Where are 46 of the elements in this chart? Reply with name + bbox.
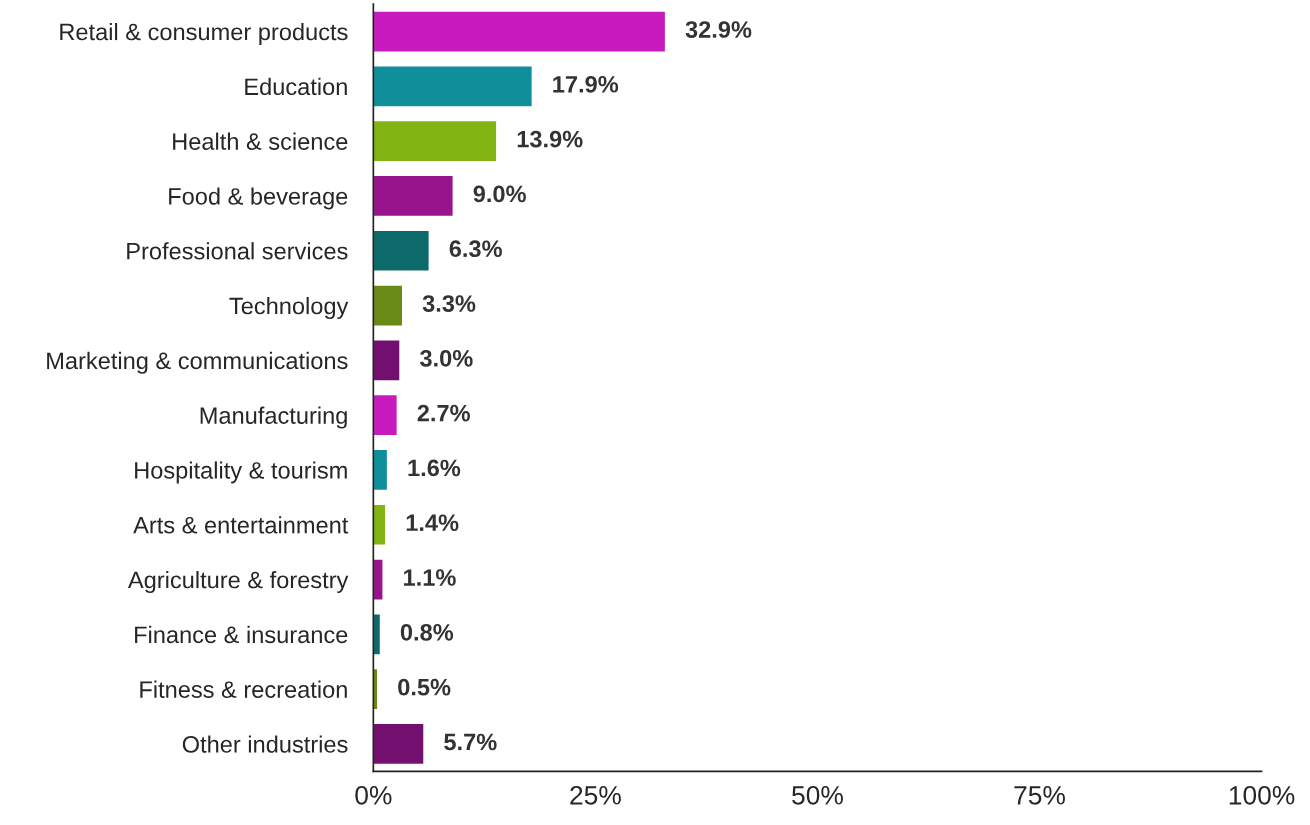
bar [373,10,667,53]
bar [373,448,389,492]
bar [373,284,404,327]
bar [373,503,387,547]
y-tick-label: Retail & consumer products [60,22,348,45]
y-tick-label: Health & science [173,132,348,150]
y-tick-label: Hospitality & tourism [135,461,347,484]
data-label: 6.3% [449,240,502,258]
data-label: 32.9% [685,21,752,38]
data-label: 0.8% [400,623,454,641]
x-tick-label: 0% [355,785,392,805]
y-tick-label: Fitness & recreation [140,680,347,698]
bar [373,65,534,108]
data-label: 1.4% [406,514,459,532]
bar [373,339,401,382]
y-tick-label: Other industries [182,735,348,753]
y-tick-label: Food & beverage [169,187,348,210]
y-tick-label: Technology [229,296,349,319]
bar [373,722,425,766]
y-tick-label: Professional services [127,242,348,260]
x-tick-label: 50% [792,785,843,805]
y-tick-label: Agriculture & forestry [127,571,349,594]
x-tick-label: 75% [1014,786,1065,805]
data-label: 13.9% [517,130,583,148]
y-tick-label: Marketing & communications [47,351,348,374]
bar [373,119,498,163]
bar [373,558,384,601]
x-tick-label: 25% [570,785,621,805]
data-label: 1.1% [404,569,456,586]
x-tick-label: 100% [1229,785,1295,805]
data-label: 3.3% [422,295,476,312]
bar [373,229,431,272]
data-label: 9.0% [473,185,526,203]
data-label: 5.7% [444,733,497,751]
bar [373,613,382,656]
data-label: 17.9% [553,75,619,93]
data-label: 3.0% [419,349,473,367]
data-label: 1.6% [408,459,461,477]
y-tick-label: Finance & insurance [135,625,348,644]
y-tick-label: Arts & entertainment [133,516,349,534]
data-label: 0.5% [398,678,451,696]
data-label: 2.7% [417,404,470,422]
bar [373,393,399,437]
y-tick-label: Education [245,77,347,96]
y-tick-label: Manufacturing [200,406,347,429]
bar [373,174,454,218]
